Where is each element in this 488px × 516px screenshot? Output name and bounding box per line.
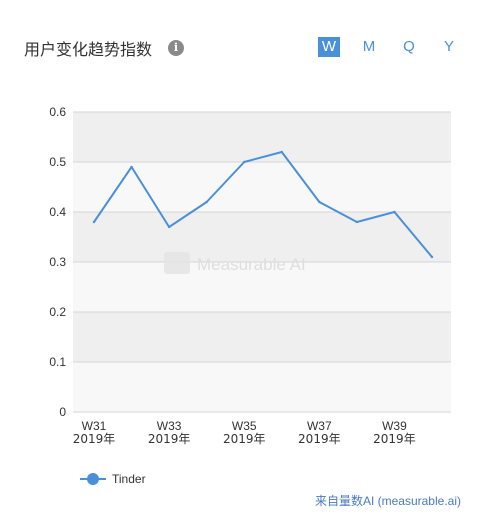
legend[interactable]: Tinder — [80, 472, 146, 486]
x-tick-label: W39 — [382, 419, 407, 433]
y-tick-label: 0.5 — [49, 155, 66, 169]
data-point — [430, 255, 434, 259]
x-tick-label: W31 — [82, 419, 107, 433]
x-tick-year-label: 2019年 — [298, 432, 341, 446]
y-tick-label: 0.6 — [49, 105, 66, 119]
y-tick-label: 0.1 — [49, 355, 66, 369]
plot-band — [73, 162, 451, 212]
y-tick-label: 0.3 — [49, 255, 66, 269]
x-tick-year-label: 2019年 — [373, 432, 416, 446]
y-tick-label: 0 — [59, 405, 66, 419]
period-selector: W M Q Y — [318, 37, 468, 59]
data-point — [92, 220, 96, 224]
plot-band — [73, 212, 451, 262]
watermark-text: Measurable AI — [197, 255, 306, 274]
source-note: 来自量数AI (measurable.ai) — [314, 494, 461, 508]
plot-band — [73, 312, 451, 362]
period-year-button[interactable]: Y — [443, 38, 454, 55]
plot-band — [73, 112, 451, 162]
plot-band — [73, 262, 451, 312]
plot-band — [73, 362, 451, 412]
y-tick-label: 0.2 — [49, 305, 66, 319]
legend-marker-icon — [80, 473, 106, 485]
period-week-button[interactable]: W — [318, 37, 340, 57]
data-point — [167, 225, 171, 229]
data-point — [393, 210, 396, 214]
x-tick-label: W37 — [307, 419, 332, 433]
info-icon[interactable]: i — [168, 40, 185, 56]
y-tick-label: 0.4 — [49, 205, 66, 219]
data-point — [243, 160, 246, 164]
data-point — [318, 200, 321, 204]
data-point — [280, 150, 283, 154]
period-quarter-button[interactable]: Q — [403, 38, 415, 55]
x-tick-year-label: 2019年 — [73, 432, 116, 446]
data-point — [205, 200, 208, 204]
x-tick-year-label: 2019年 — [148, 432, 191, 446]
watermark-logo-icon — [164, 252, 190, 274]
x-tick-year-label: 2019年 — [223, 432, 266, 446]
x-tick-label: W35 — [232, 419, 257, 433]
x-tick-label: W33 — [157, 419, 182, 433]
data-point — [355, 220, 359, 224]
period-month-button[interactable]: M — [362, 38, 376, 55]
data-point — [130, 165, 133, 169]
chart-title-text: 用户变化趋势指数 — [24, 42, 153, 59]
legend-label: Tinder — [112, 472, 146, 486]
chart-title: 用户变化趋势指数 i — [24, 36, 185, 60]
series-line-tinder — [93, 151, 433, 258]
